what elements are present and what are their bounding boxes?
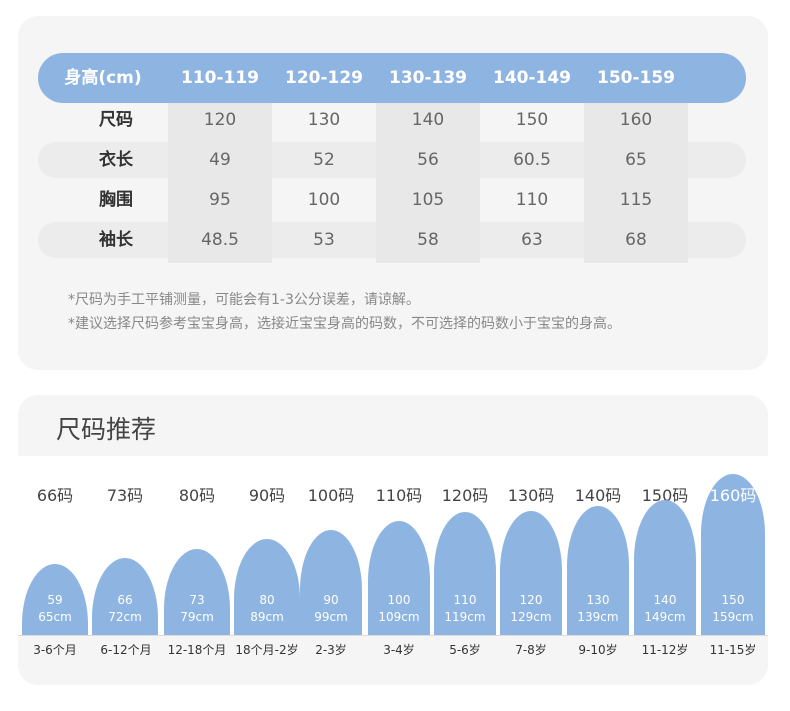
range-low: 120 bbox=[519, 593, 543, 607]
age-label: 6-12个月 bbox=[100, 643, 152, 657]
size-arch: 100 109cm bbox=[368, 521, 430, 635]
size-arch: 110 119cm bbox=[434, 512, 496, 635]
age-label: 11-12岁 bbox=[641, 643, 689, 657]
range-high: 119cm bbox=[444, 610, 486, 624]
size-label: 140码 bbox=[574, 486, 622, 505]
size-arch: 150 159cm bbox=[701, 474, 765, 635]
table-cell: 58 bbox=[417, 230, 439, 250]
section-title: 尺码推荐 bbox=[56, 415, 157, 444]
header-column: 150-159 bbox=[596, 68, 676, 88]
size-label: 66码 bbox=[36, 486, 74, 505]
range-low: 90 bbox=[323, 593, 339, 607]
range-high: 65cm bbox=[38, 610, 72, 624]
range-high: 79cm bbox=[180, 610, 214, 624]
row-label: 袖长 bbox=[99, 230, 133, 250]
note-line: *建议选择尺码参考宝宝身高，选接近宝宝身高的码数，不可选择的码数小于宝宝的身高。 bbox=[68, 316, 621, 332]
table-cell: 140 bbox=[411, 110, 445, 130]
size-label: 80码 bbox=[178, 486, 216, 505]
row-label: 尺码 bbox=[99, 110, 133, 130]
range-high: 99cm bbox=[314, 610, 348, 624]
range-low: 110 bbox=[453, 593, 477, 607]
header-label: 身高(cm) bbox=[64, 68, 142, 88]
table-row: 衣长 49 52 56 60.5 65 bbox=[38, 142, 746, 178]
table-cell: 49 bbox=[209, 150, 231, 170]
age-label: 18个月-2岁 bbox=[235, 643, 299, 657]
table-cell: 120 bbox=[203, 110, 237, 130]
table-cell: 68 bbox=[625, 230, 647, 250]
age-label: 2-3岁 bbox=[315, 643, 347, 657]
table-cell: 100 bbox=[307, 190, 341, 210]
table-row: 胸围 95 100 105 110 115 bbox=[38, 182, 746, 218]
table-cell: 115 bbox=[619, 190, 653, 210]
size-label: 90码 bbox=[248, 486, 286, 505]
range-high: 72cm bbox=[108, 610, 142, 624]
range-high: 139cm bbox=[577, 610, 619, 624]
age-label: 3-4岁 bbox=[383, 643, 415, 657]
range-low: 66 bbox=[117, 593, 133, 607]
table-cell: 105 bbox=[411, 190, 445, 210]
size-label: 160码 bbox=[709, 486, 757, 505]
table-row: 尺码 120 130 140 150 160 bbox=[38, 102, 746, 138]
range-low: 140 bbox=[653, 593, 677, 607]
range-low: 80 bbox=[259, 593, 275, 607]
table-header: 身高(cm) 110-119 120-129 130-139 140-149 1… bbox=[38, 53, 746, 103]
table-cell: 130 bbox=[307, 110, 341, 130]
table-cell: 110 bbox=[515, 190, 549, 210]
age-label: 5-6岁 bbox=[449, 643, 481, 657]
table-cell: 52 bbox=[313, 150, 335, 170]
table-cell: 65 bbox=[625, 150, 647, 170]
table-cell: 150 bbox=[515, 110, 549, 130]
size-arch: 73 79cm bbox=[164, 549, 230, 635]
range-high: 159cm bbox=[712, 610, 754, 624]
range-low: 150 bbox=[721, 593, 745, 607]
divider bbox=[18, 635, 768, 636]
table-cell: 48.5 bbox=[201, 230, 239, 250]
table-cell: 60.5 bbox=[513, 150, 551, 170]
header-column: 110-119 bbox=[180, 68, 260, 88]
age-label: 11-15岁 bbox=[709, 643, 757, 657]
range-high: 109cm bbox=[378, 610, 420, 624]
table-cell: 63 bbox=[521, 230, 543, 250]
table-cell: 56 bbox=[417, 150, 439, 170]
table-row: 袖长 48.5 53 58 63 68 bbox=[38, 222, 746, 258]
range-high: 149cm bbox=[644, 610, 686, 624]
row-label: 胸围 bbox=[99, 190, 133, 210]
range-low: 59 bbox=[47, 593, 63, 607]
range-low: 130 bbox=[586, 593, 610, 607]
row-label: 衣长 bbox=[99, 150, 133, 170]
range-high: 89cm bbox=[250, 610, 284, 624]
age-label: 3-6个月 bbox=[33, 643, 77, 657]
size-arch: 130 139cm bbox=[567, 506, 629, 635]
size-label: 150码 bbox=[641, 486, 689, 505]
header-column: 130-139 bbox=[388, 68, 468, 88]
age-label: 12-18个月 bbox=[167, 643, 227, 657]
header-column: 120-129 bbox=[284, 68, 364, 88]
header-column: 140-149 bbox=[492, 68, 572, 88]
size-label: 73码 bbox=[106, 486, 144, 505]
age-label: 7-8岁 bbox=[515, 643, 547, 657]
table-cell: 95 bbox=[209, 190, 231, 210]
size-arch: 90 99cm bbox=[300, 530, 362, 635]
range-low: 73 bbox=[189, 593, 205, 607]
table-cell: 53 bbox=[313, 230, 335, 250]
range-high: 129cm bbox=[510, 610, 552, 624]
range-low: 100 bbox=[387, 593, 411, 607]
size-arch: 140 149cm bbox=[634, 500, 696, 635]
size-arch: 80 89cm bbox=[234, 539, 300, 635]
size-arch: 120 129cm bbox=[500, 511, 562, 635]
table-cell: 160 bbox=[619, 110, 653, 130]
age-label: 9-10岁 bbox=[578, 643, 618, 657]
size-label: 120码 bbox=[441, 486, 489, 505]
note-line: *尺码为手工平铺测量，可能会有1-3公分误差，请谅解。 bbox=[68, 292, 420, 308]
size-label: 130码 bbox=[507, 486, 555, 505]
size-label: 110码 bbox=[375, 486, 423, 505]
size-label: 100码 bbox=[307, 486, 355, 505]
